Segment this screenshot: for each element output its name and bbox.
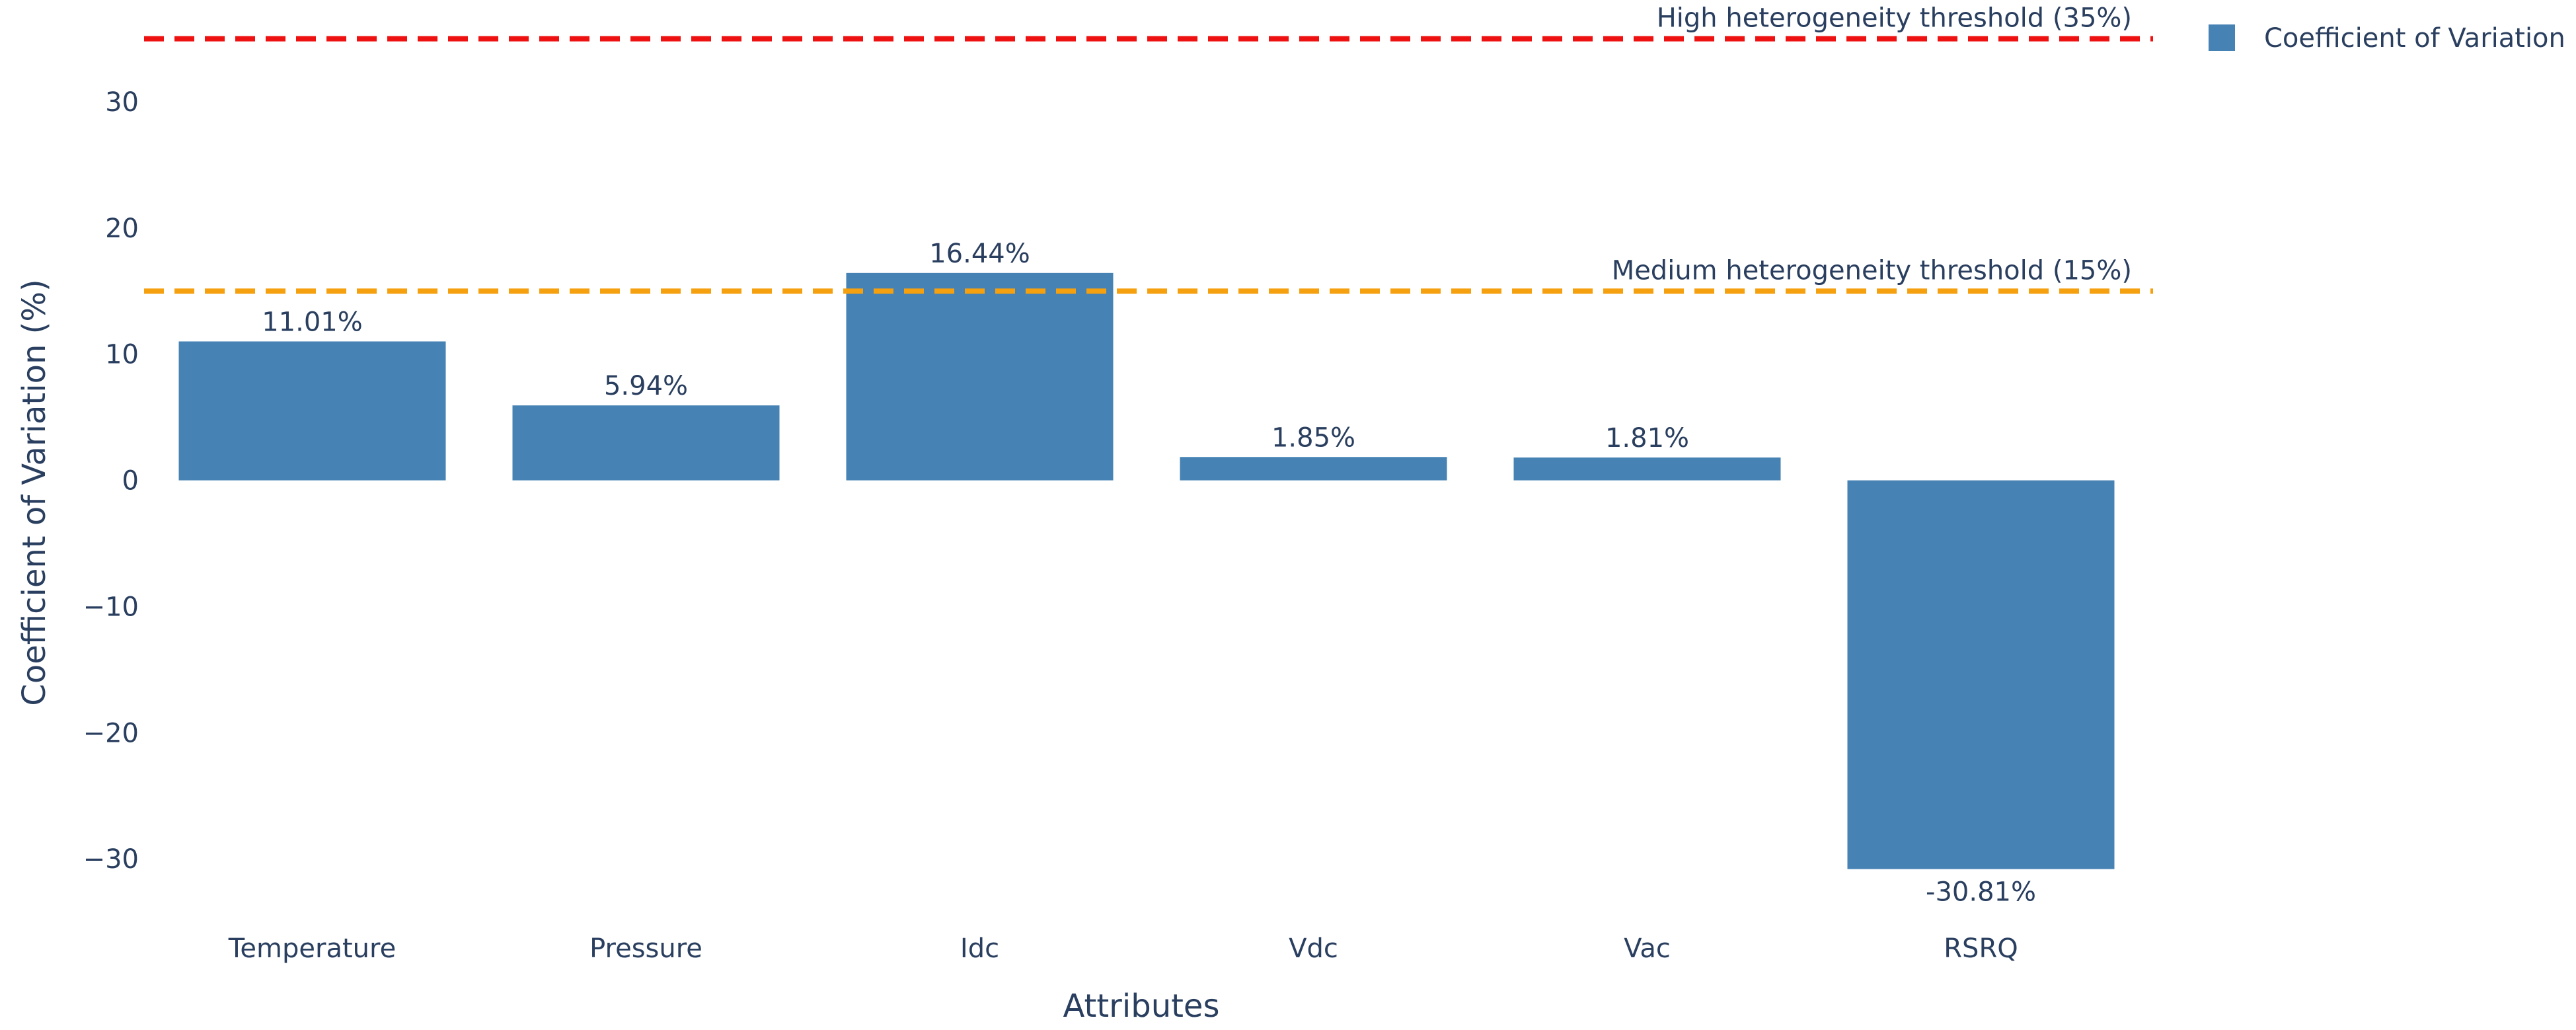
- bar-value-label: 1.85%: [1271, 422, 1355, 453]
- bar: [1847, 480, 2115, 869]
- y-axis-ticks: 30 20 10 0 −10 −20 −30: [83, 87, 139, 875]
- x-axis-title: Attributes: [1063, 988, 1220, 1025]
- legend-swatch: [2209, 24, 2235, 51]
- y-tick-label: 20: [105, 214, 139, 244]
- x-tick-label: Pressure: [589, 933, 702, 964]
- y-tick-label: −10: [83, 592, 139, 622]
- y-tick-label: −30: [83, 844, 139, 875]
- x-tick-label: Vdc: [1289, 933, 1338, 964]
- legend-label: Coefficient of Variation: [2264, 23, 2565, 54]
- bar-value-label: 16.44%: [929, 239, 1030, 269]
- legend: Coefficient of Variation: [2209, 23, 2565, 54]
- y-tick-label: 30: [105, 87, 139, 118]
- threshold-label: High heterogeneity threshold (35%): [1657, 3, 2132, 34]
- x-tick-label: RSRQ: [1944, 933, 2018, 964]
- bar-value-label: 5.94%: [604, 371, 688, 401]
- bar: [1513, 457, 1781, 481]
- bar: [178, 341, 446, 481]
- bar-value-label: 11.01%: [262, 307, 363, 337]
- y-tick-label: 0: [122, 466, 139, 496]
- bar-value-label: -30.81%: [1926, 877, 2036, 908]
- y-tick-label: −20: [83, 718, 139, 748]
- x-tick-label: Temperature: [228, 933, 396, 964]
- threshold-lines: High heterogeneity threshold (35%) Medium…: [144, 3, 2153, 294]
- threshold-label: Medium heterogeneity threshold (15%): [1612, 255, 2132, 286]
- bar: [1180, 457, 1447, 481]
- bar: [846, 272, 1114, 481]
- x-tick-label: Vac: [1624, 933, 1671, 964]
- x-axis-ticks: Temperature Pressure Idc Vdc Vac RSRQ: [228, 933, 2018, 964]
- data-labels: 11.01% 5.94% 16.44% 1.85% 1.81% -30.81%: [262, 239, 2036, 908]
- y-axis-title: Coefficient of Variation (%): [16, 279, 53, 705]
- bars: [178, 272, 2115, 869]
- x-tick-label: Idc: [960, 933, 999, 964]
- y-tick-label: 10: [105, 340, 139, 370]
- bar-value-label: 1.81%: [1605, 423, 1689, 454]
- bar: [512, 405, 780, 481]
